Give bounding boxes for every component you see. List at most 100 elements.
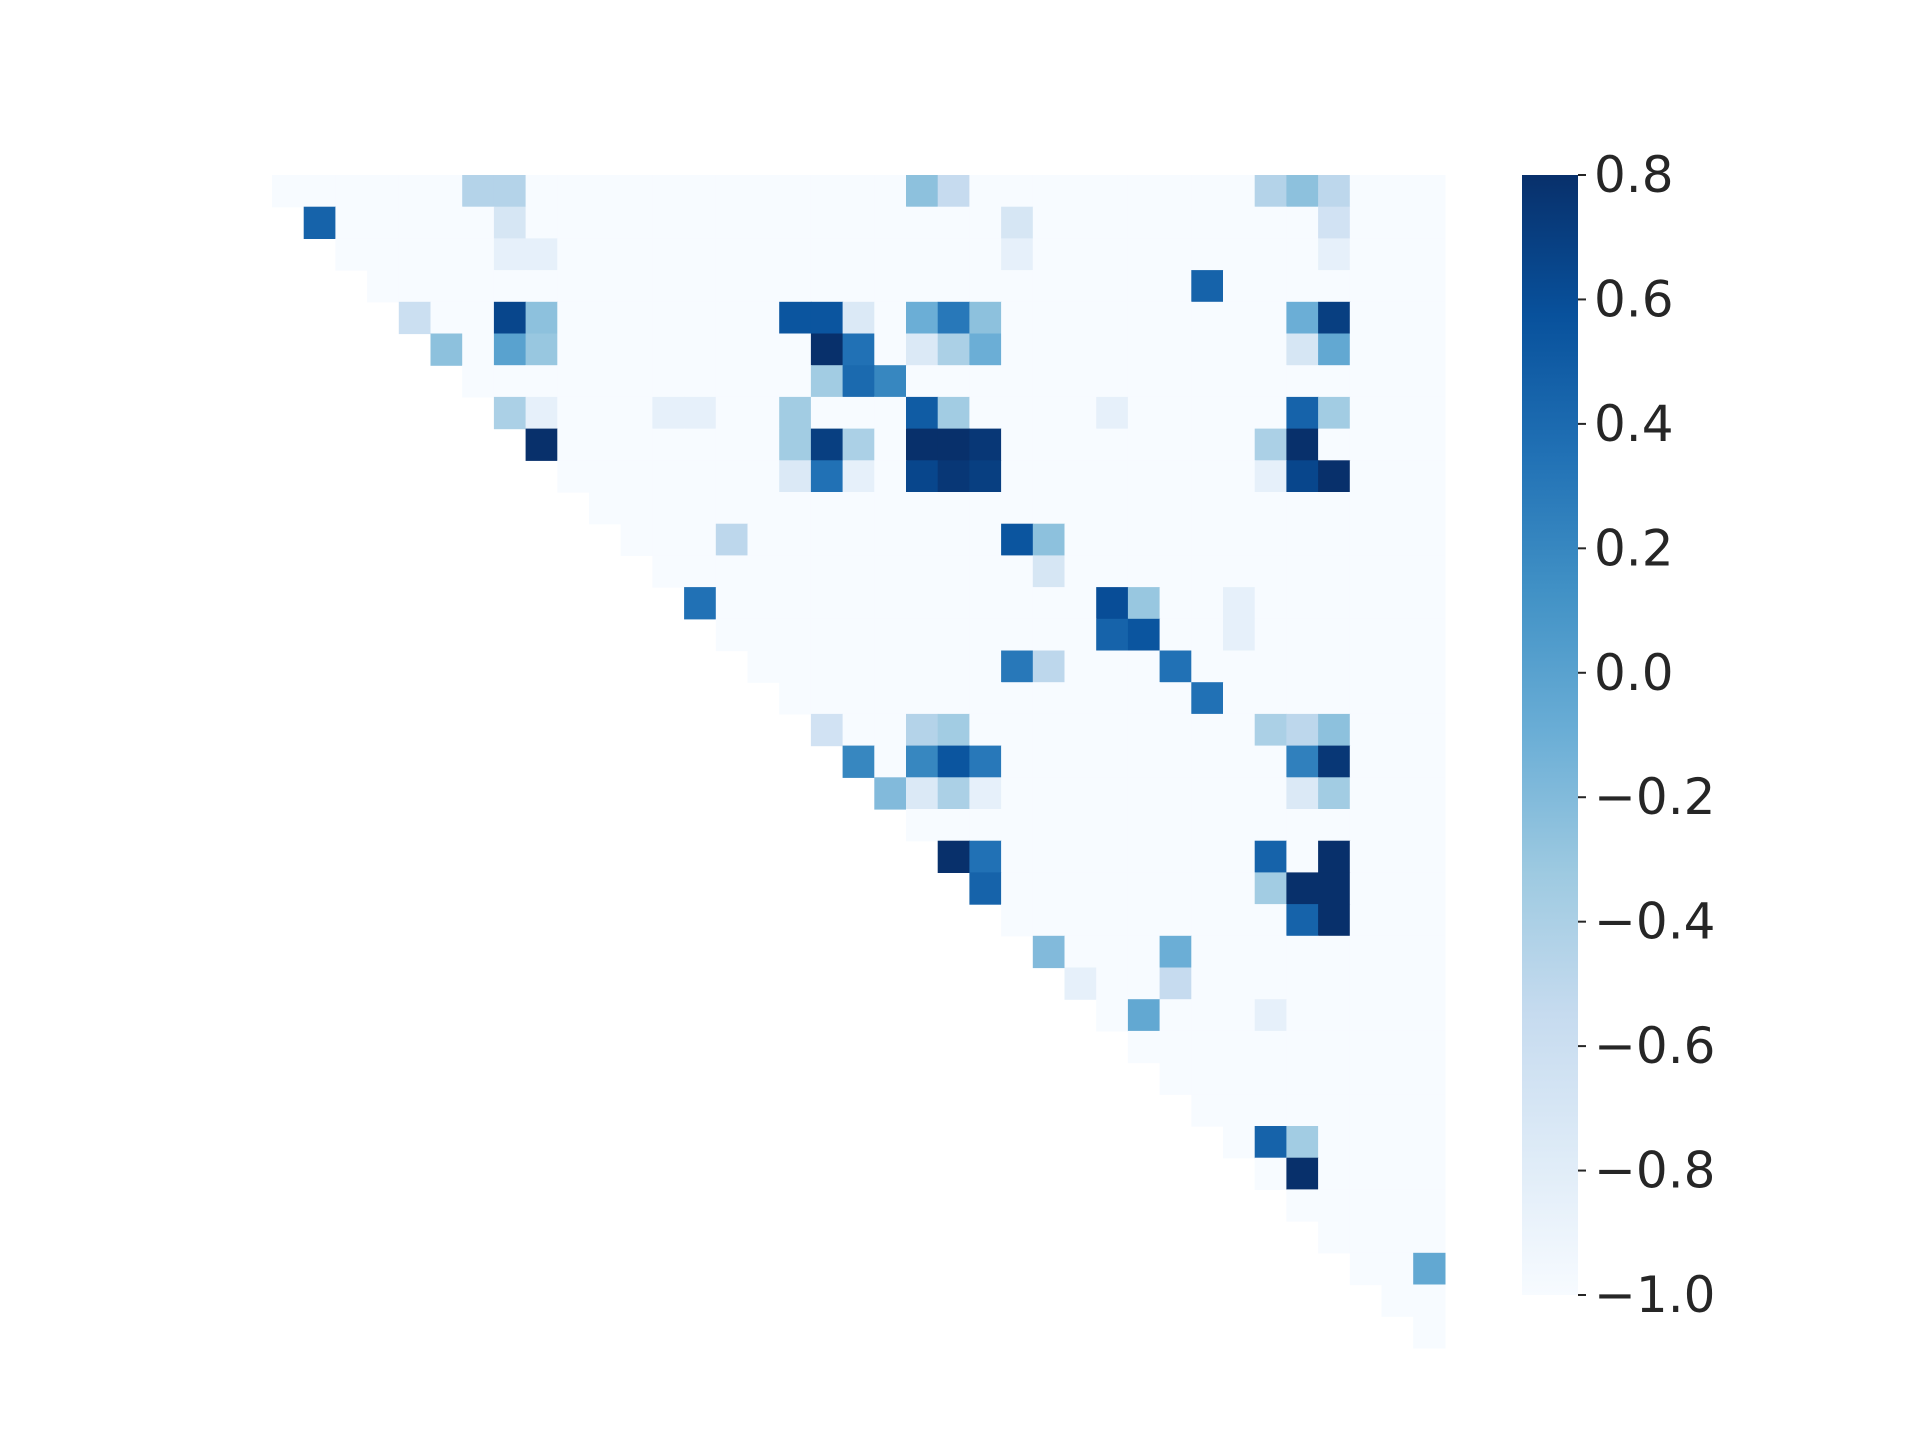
- heatmap-cell: [1413, 428, 1446, 461]
- heatmap-cell: [684, 365, 717, 398]
- heatmap-cell: [906, 523, 939, 556]
- heatmap-cell: [1318, 238, 1351, 271]
- heatmap-cell: [969, 396, 1002, 430]
- heatmap-cell: [1254, 238, 1287, 271]
- heatmap-cell: [1349, 1221, 1383, 1254]
- heatmap-cell: [1318, 428, 1351, 461]
- heatmap-cell: [937, 365, 970, 398]
- heatmap-cell: [1191, 999, 1224, 1032]
- heatmap-cell: [1096, 840, 1129, 873]
- heatmap-cell: [1254, 1157, 1287, 1190]
- heatmap-cell: [1286, 1157, 1319, 1190]
- heatmap-cell: [715, 175, 749, 208]
- heatmap-cell: [1096, 492, 1129, 525]
- heatmap-cell: [1349, 301, 1383, 335]
- heatmap-cell: [937, 523, 970, 556]
- heatmap-cell: [398, 175, 432, 208]
- heatmap-cell: [652, 365, 685, 398]
- heatmap-cell: [1127, 206, 1161, 239]
- heatmap-cell: [493, 396, 527, 430]
- heatmap-cell: [1413, 650, 1446, 683]
- heatmap-cell: [589, 365, 622, 398]
- heatmap-cell: [937, 492, 970, 525]
- heatmap-cell: [1032, 460, 1066, 493]
- heatmap-cell: [525, 428, 558, 461]
- heatmap-cell: [937, 238, 970, 271]
- heatmap-cell: [1318, 650, 1351, 683]
- heatmap-cell: [1381, 1062, 1414, 1095]
- heatmap-cell: [906, 301, 939, 335]
- heatmap-cell: [1349, 967, 1383, 1000]
- heatmap-cell: [684, 238, 717, 271]
- heatmap-cell: [620, 301, 653, 335]
- heatmap-cell: [969, 301, 1002, 335]
- heatmap-cell: [1159, 618, 1192, 652]
- heatmap-cell: [810, 650, 844, 683]
- heatmap-cell: [1349, 523, 1383, 556]
- heatmap-cell: [1191, 301, 1224, 335]
- heatmap-cell: [779, 492, 812, 525]
- heatmap-cell: [1254, 1030, 1287, 1064]
- heatmap-cell: [1064, 904, 1097, 937]
- heatmap-cell: [493, 238, 527, 271]
- heatmap-cell: [874, 492, 907, 525]
- heatmap-cell: [1413, 840, 1446, 873]
- heatmap-cell: [1191, 650, 1224, 683]
- heatmap-cell: [937, 777, 970, 810]
- heatmap-cell: [1191, 967, 1224, 1000]
- heatmap-cell: [747, 650, 780, 683]
- heatmap-cell: [1381, 333, 1414, 366]
- heatmap-cell: [937, 301, 970, 335]
- heatmap-cell: [1318, 270, 1351, 303]
- heatmap-cell: [1223, 301, 1256, 335]
- heatmap-cell: [1064, 238, 1097, 271]
- heatmap-cell: [1254, 682, 1287, 715]
- heatmap-cell: [1254, 967, 1287, 1000]
- heatmap-cell: [1254, 809, 1287, 842]
- heatmap-cell: [1254, 365, 1287, 398]
- heatmap-cell: [1254, 999, 1287, 1032]
- heatmap-cell: [1286, 460, 1319, 493]
- heatmap-cell: [842, 301, 875, 335]
- heatmap-cell: [1096, 301, 1129, 335]
- heatmap-cell: [1413, 1126, 1446, 1159]
- heatmap-cell: [620, 365, 653, 398]
- heatmap-cell: [937, 333, 970, 366]
- heatmap-cell: [1413, 460, 1446, 493]
- heatmap-cell: [1001, 396, 1034, 430]
- heatmap-cell: [1286, 682, 1319, 715]
- heatmap-cell: [1127, 555, 1161, 588]
- heatmap-cell: [1413, 333, 1446, 366]
- heatmap-cell: [430, 301, 463, 335]
- heatmap-cell: [969, 555, 1002, 588]
- heatmap-cell: [1032, 777, 1066, 810]
- heatmap-cell: [1413, 999, 1446, 1032]
- heatmap-cell: [1064, 809, 1097, 842]
- heatmap-cell: [1032, 872, 1066, 905]
- heatmap-cell: [1286, 1189, 1319, 1222]
- heatmap-cell: [1381, 587, 1414, 620]
- heatmap-cell: [874, 523, 907, 556]
- heatmap-cell: [1001, 713, 1034, 747]
- heatmap-cell: [1254, 1094, 1287, 1127]
- heatmap-cell: [1127, 713, 1161, 747]
- heatmap-cell: [1159, 301, 1192, 335]
- heatmap-cell: [1191, 238, 1224, 271]
- heatmap-cell: [1254, 460, 1287, 493]
- heatmap-cell: [842, 587, 875, 620]
- heatmap-cell: [842, 555, 875, 588]
- heatmap-cell: [1318, 1157, 1351, 1190]
- heatmap-cell: [842, 206, 875, 239]
- heatmap-cell: [810, 175, 844, 208]
- heatmap-cell: [1381, 872, 1414, 905]
- heatmap-cell: [1127, 428, 1161, 461]
- heatmap-cell: [1286, 999, 1319, 1032]
- heatmap-cell: [1096, 175, 1129, 208]
- heatmap-cell: [1064, 745, 1097, 778]
- colorbar-tick-label: −0.4: [1594, 893, 1715, 951]
- heatmap-cell: [1413, 1189, 1446, 1222]
- heatmap-cell: [1191, 840, 1224, 873]
- heatmap-cell: [1349, 650, 1383, 683]
- heatmap-cell: [1254, 333, 1287, 366]
- heatmap-cell: [1381, 523, 1414, 556]
